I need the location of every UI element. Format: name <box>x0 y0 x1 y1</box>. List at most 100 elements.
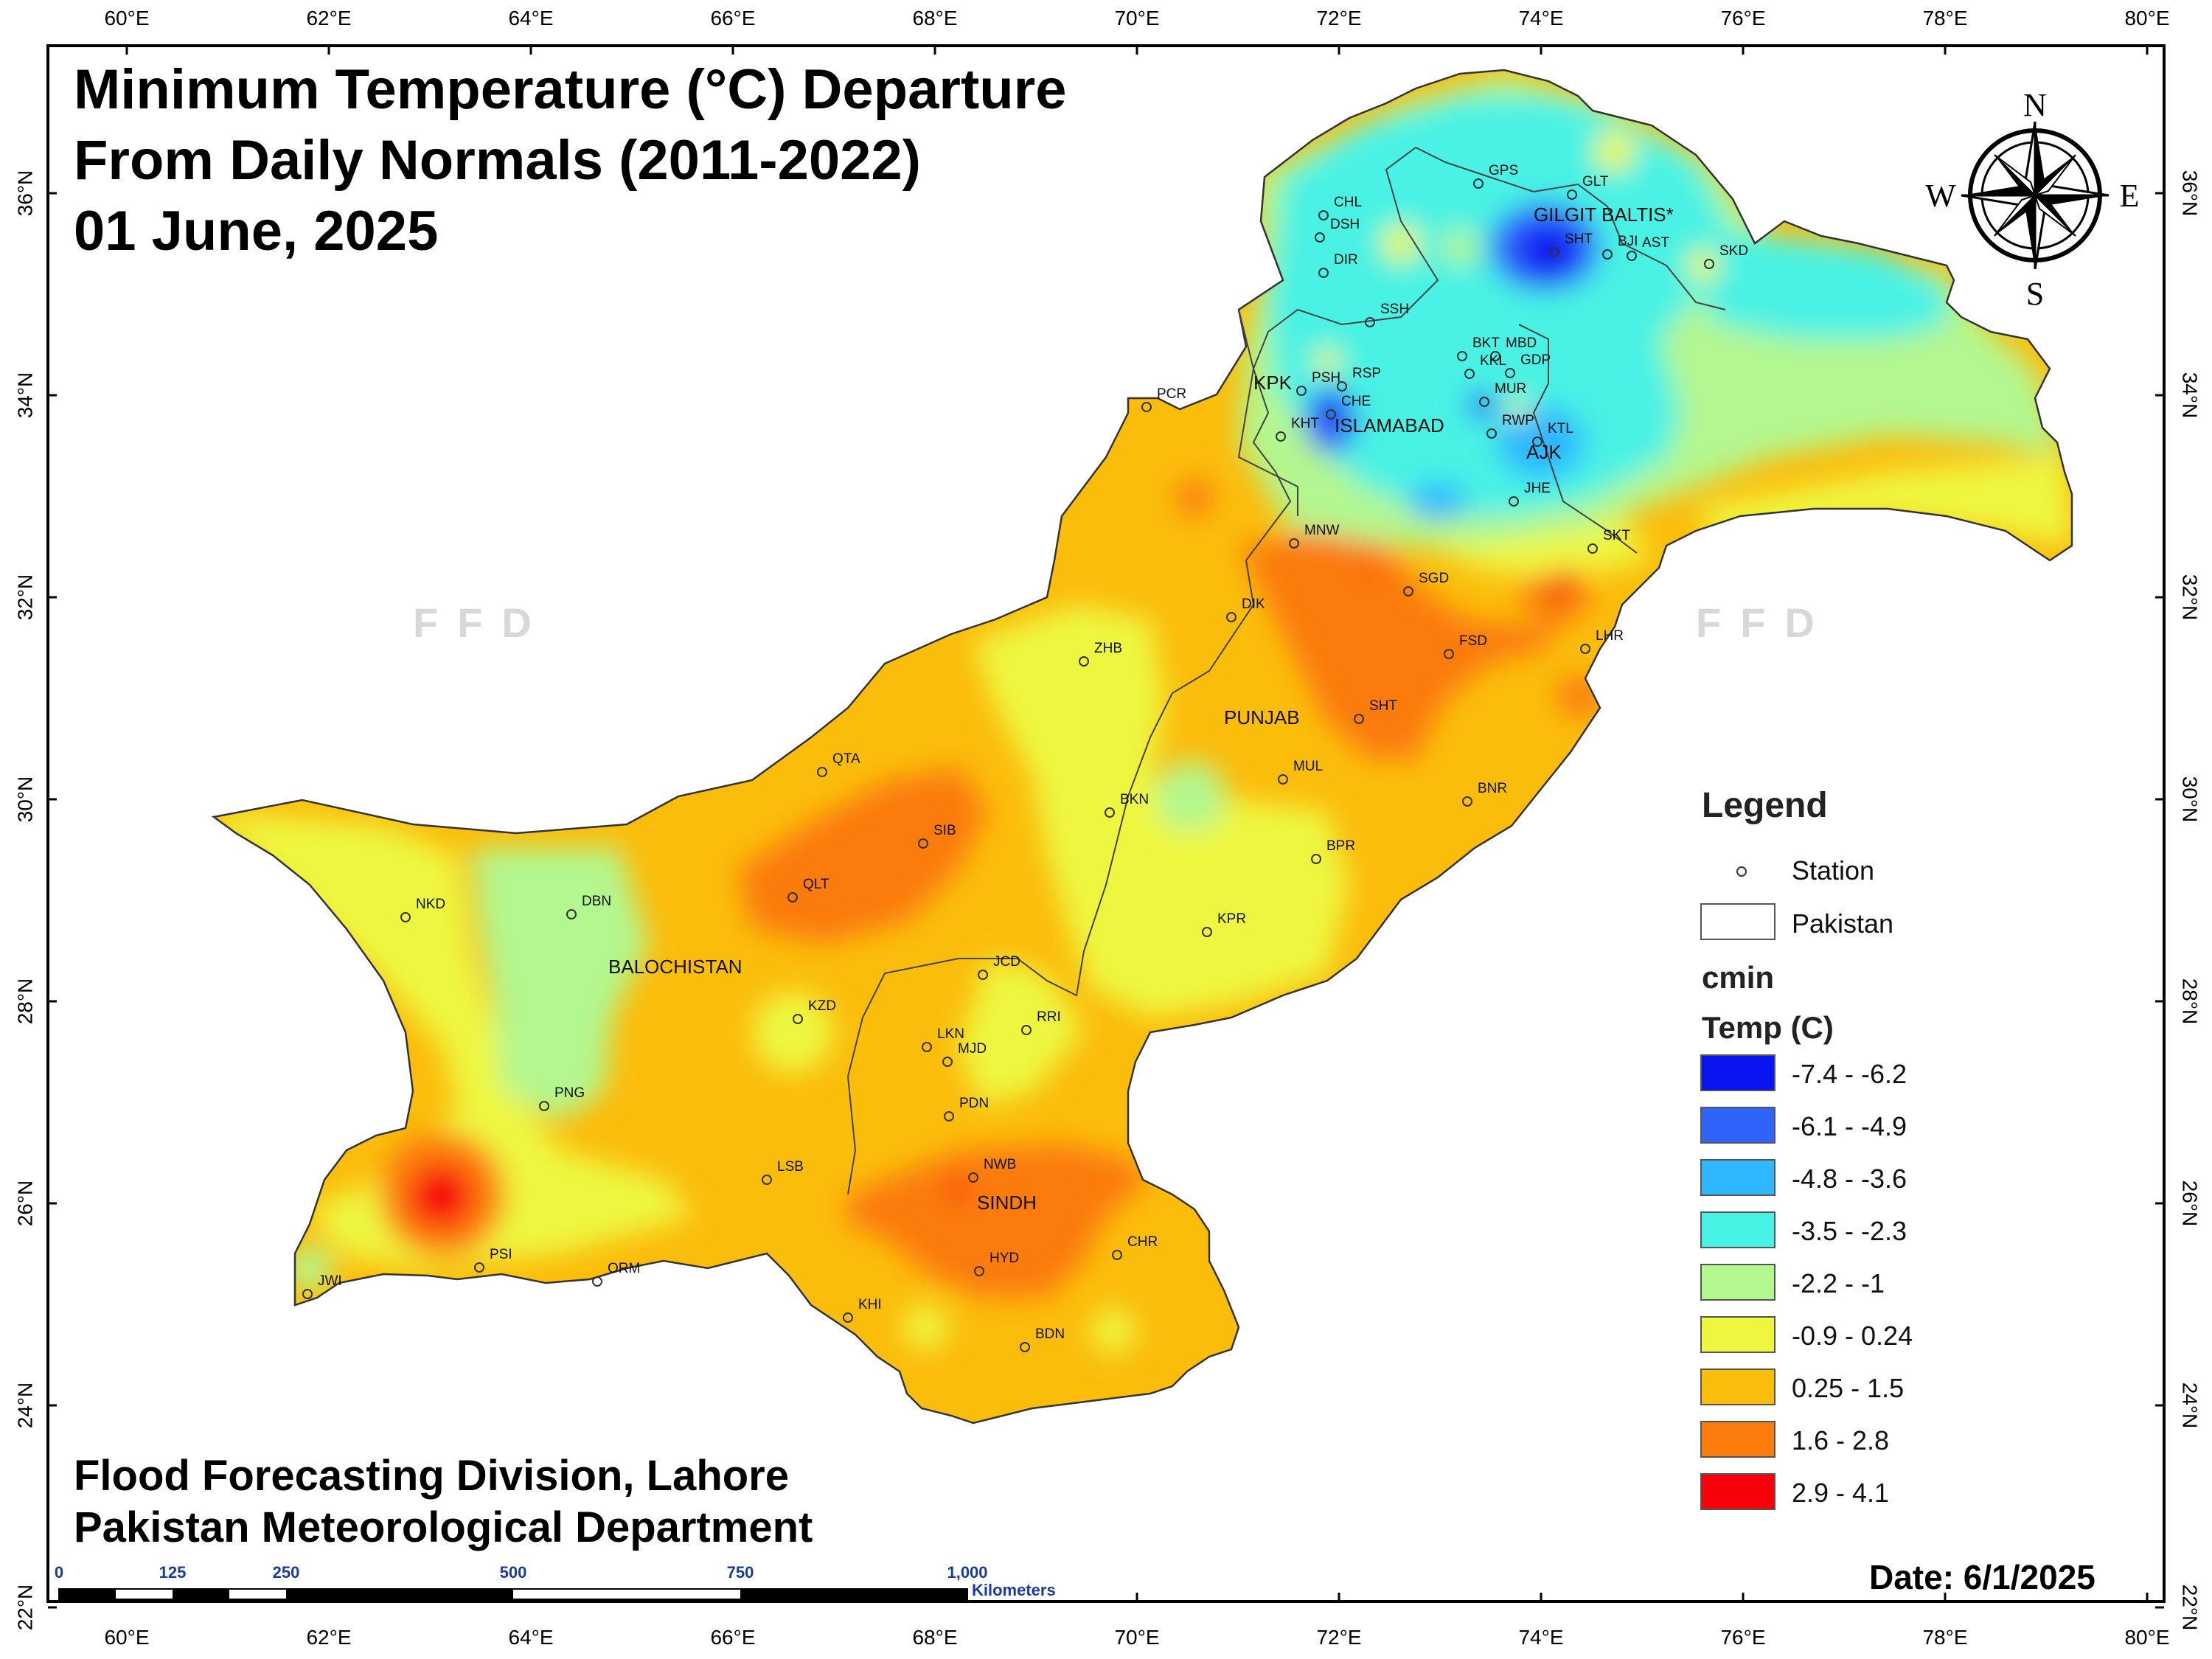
station-label: MNW <box>1304 523 1340 538</box>
legend-field-name: Temp (C) <box>1702 1010 1834 1045</box>
lat-label-left: 24°N <box>13 1382 36 1429</box>
station-marker <box>1296 386 1307 396</box>
station-label: PSI <box>490 1247 512 1262</box>
station-marker <box>400 912 411 922</box>
compass-s-label: S <box>2026 276 2044 312</box>
station-marker <box>968 1172 978 1183</box>
scale-tick-0: 0 <box>55 1563 63 1582</box>
lon-label-bottom: 68°E <box>912 1626 957 1649</box>
legend-swatch <box>1700 1316 1775 1353</box>
station-label: NWB <box>984 1157 1016 1172</box>
station-label: DIR <box>1334 252 1358 268</box>
station-marker <box>1509 496 1519 507</box>
lon-label-bottom: 80°E <box>2124 1626 2169 1649</box>
station-marker <box>922 1042 932 1052</box>
map-title-line-2: From Daily Normals (2011-2022) <box>74 129 921 192</box>
lon-label-top: 74°E <box>1518 7 1563 29</box>
station-label: MUL <box>1293 759 1323 774</box>
lon-label-top: 72°E <box>1316 7 1361 29</box>
station-label: RWP <box>1502 413 1534 428</box>
station-label: SHT <box>1565 232 1593 247</box>
compass-w-label: W <box>1925 178 1956 214</box>
lat-label-right: 30°N <box>2179 776 2202 823</box>
region-label: AJK <box>1526 441 1562 463</box>
legend-class-label: -7.4 - -6.2 <box>1792 1059 1907 1089</box>
watermark-left: FFD <box>413 599 551 646</box>
scale-bar: 0 125 250 500 750 1,000 Kilometers <box>55 1563 1056 1600</box>
station-marker <box>1226 612 1237 622</box>
region-label: SINDH <box>977 1192 1037 1214</box>
station-marker <box>1337 381 1347 392</box>
station-marker <box>1289 538 1299 549</box>
station-marker <box>539 1101 549 1111</box>
legend-swatch <box>1700 1211 1775 1248</box>
station-marker <box>1315 232 1325 243</box>
lon-label-bottom: 72°E <box>1316 1626 1361 1649</box>
station-label: MJD <box>958 1041 987 1057</box>
lon-label-bottom: 70°E <box>1114 1626 1159 1649</box>
region-label: GILGIT BALTIS* <box>1534 204 1674 226</box>
station-marker <box>1112 1250 1122 1260</box>
station-label: ZHB <box>1094 641 1122 656</box>
station-marker <box>817 767 827 777</box>
station-marker <box>1021 1025 1032 1035</box>
station-label: SHT <box>1369 698 1397 714</box>
legend-class-label: 2.9 - 4.1 <box>1792 1478 1890 1508</box>
station-label: PCR <box>1157 386 1186 402</box>
lon-label-top: 80°E <box>2124 7 2169 29</box>
lat-label-right: 26°N <box>2179 1180 2202 1227</box>
station-label: KTL <box>1548 421 1573 437</box>
station-marker <box>793 1014 803 1024</box>
station-marker <box>1326 409 1336 420</box>
station-label: SIB <box>933 823 956 838</box>
station-label: SKD <box>1719 243 1748 259</box>
legend-swatch <box>1700 1368 1775 1405</box>
station-marker <box>942 1057 953 1067</box>
lat-label-left: 30°N <box>13 776 36 823</box>
legend-swatch <box>1700 1159 1775 1196</box>
station-marker <box>1141 402 1152 412</box>
north-arrow-icon: N S E W <box>1925 87 2139 312</box>
station-label: KKL <box>1480 353 1506 369</box>
station-marker <box>1505 368 1515 378</box>
map-title-line-3: 01 June, 2025 <box>74 200 439 262</box>
lon-label-bottom: 64°E <box>508 1626 553 1649</box>
scale-tick-4: 750 <box>727 1563 754 1582</box>
station-label: GLT <box>1582 174 1609 189</box>
station-label: ORM <box>608 1261 640 1276</box>
legend-class-label: -0.9 - 0.24 <box>1792 1321 1913 1351</box>
station-label: BKN <box>1120 792 1149 807</box>
station-label: BPR <box>1326 838 1355 854</box>
map-date: Date: 6/1/2025 <box>1869 1558 2096 1596</box>
lat-label-right: 28°N <box>2179 978 2202 1025</box>
station-marker <box>1549 247 1559 257</box>
station-label: PSH <box>1312 370 1340 386</box>
lon-label-bottom: 66°E <box>710 1626 755 1649</box>
pakistan-symbol-swatch <box>1700 903 1775 940</box>
station-marker <box>1318 210 1329 220</box>
station-marker <box>918 838 928 849</box>
station-marker <box>1278 774 1288 785</box>
legend-pakistan-label: Pakistan <box>1792 908 1894 939</box>
station-marker <box>1318 268 1329 278</box>
station-label: DBN <box>582 894 611 909</box>
lat-label-right: 24°N <box>2179 1382 2202 1429</box>
station-label: JCD <box>993 954 1020 970</box>
station-marker <box>1490 351 1500 361</box>
scale-tick-2: 250 <box>273 1563 300 1582</box>
legend-title: Legend <box>1702 786 1828 825</box>
station-marker <box>1473 178 1484 189</box>
station-label: DSH <box>1330 217 1360 232</box>
station-label: MBD <box>1506 335 1537 351</box>
lon-label-top: 70°E <box>1114 7 1159 29</box>
station-marker <box>1202 927 1212 937</box>
lon-label-top: 66°E <box>710 7 755 29</box>
lon-label-bottom: 60°E <box>104 1626 149 1649</box>
station-marker <box>1444 649 1454 659</box>
footer-line-2: Pakistan Meteorological Department <box>74 1503 813 1551</box>
region-label: ISLAMABAD <box>1335 414 1444 437</box>
station-label: SGD <box>1419 571 1449 586</box>
scale-tick-5: 1,000 <box>947 1563 987 1582</box>
legend-swatch <box>1700 1264 1775 1301</box>
station-marker <box>1354 714 1364 724</box>
